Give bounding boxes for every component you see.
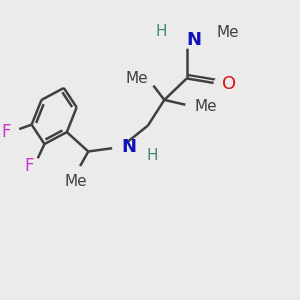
Circle shape xyxy=(138,147,155,164)
Text: H: H xyxy=(146,148,158,163)
Circle shape xyxy=(186,98,202,115)
Text: F: F xyxy=(25,158,34,175)
Circle shape xyxy=(140,70,156,87)
Text: N: N xyxy=(187,31,202,49)
Text: Me: Me xyxy=(125,71,148,86)
Circle shape xyxy=(113,139,129,155)
Text: H: H xyxy=(156,24,167,39)
Circle shape xyxy=(208,24,225,40)
Circle shape xyxy=(2,124,19,140)
Circle shape xyxy=(26,158,42,175)
Circle shape xyxy=(178,31,195,48)
Circle shape xyxy=(159,23,176,40)
Text: Me: Me xyxy=(64,174,87,189)
Text: N: N xyxy=(121,138,136,156)
Circle shape xyxy=(68,166,84,182)
Text: Me: Me xyxy=(194,99,217,114)
Text: F: F xyxy=(1,123,11,141)
Text: O: O xyxy=(223,75,237,93)
Circle shape xyxy=(214,76,231,93)
Text: Me: Me xyxy=(217,25,239,40)
